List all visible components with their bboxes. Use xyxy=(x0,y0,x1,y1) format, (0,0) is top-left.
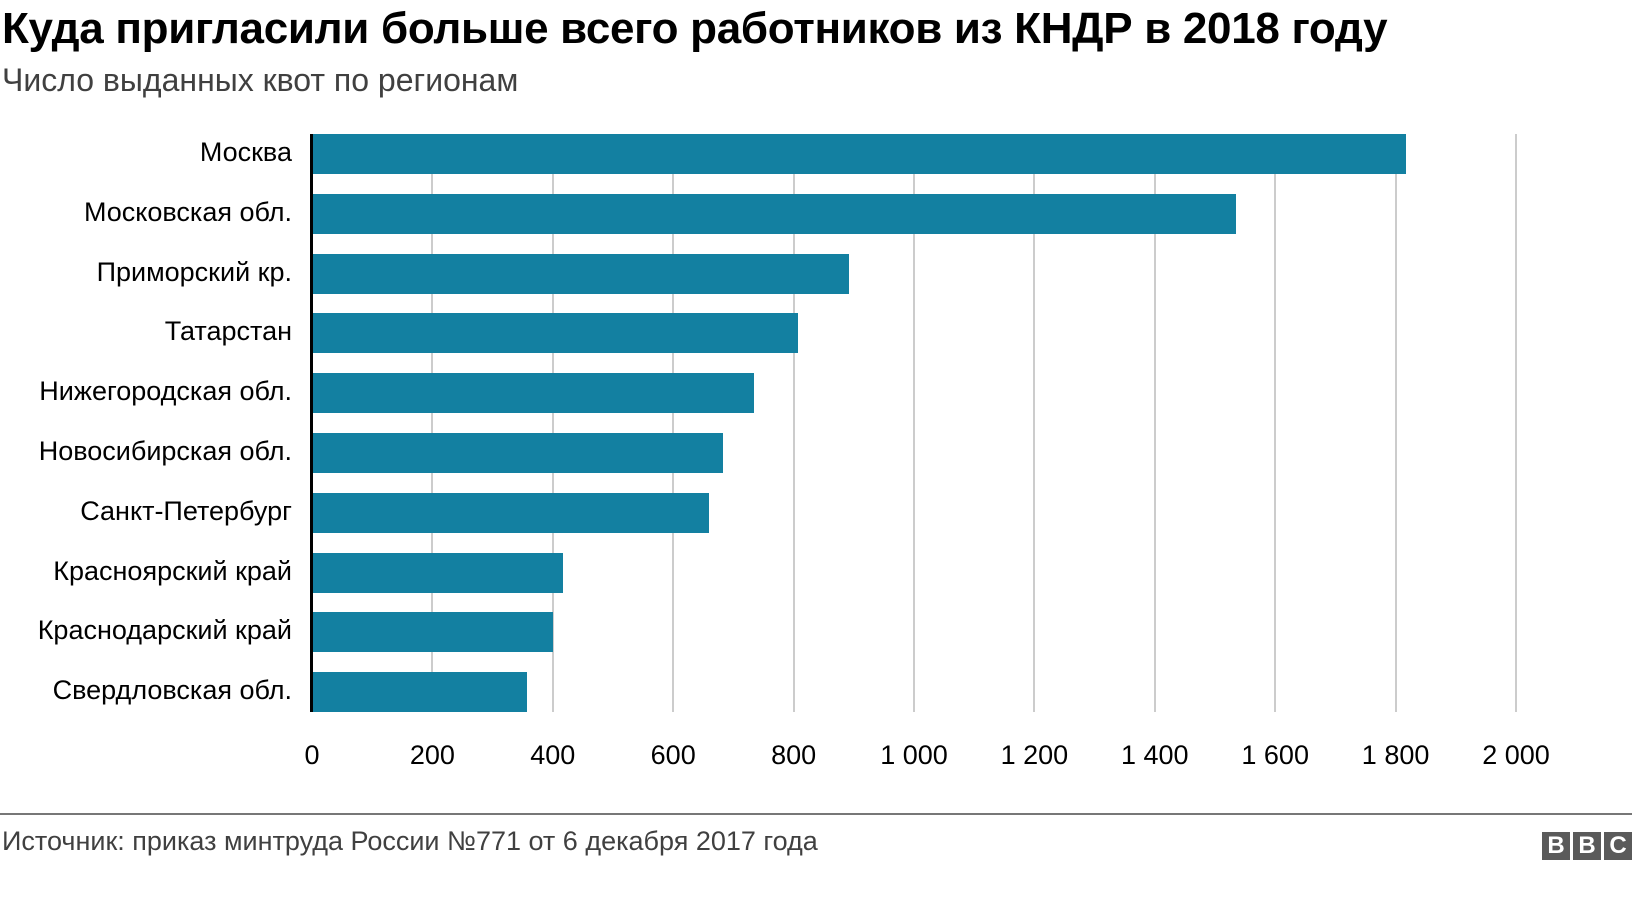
logo-letter: B xyxy=(1573,832,1601,860)
bar xyxy=(312,672,527,713)
chart-title: Куда пригласили больше всего работников … xyxy=(2,4,1388,53)
x-tick-label: 0 xyxy=(304,740,320,770)
x-tick-label: 1 800 xyxy=(1361,740,1430,770)
x-tick-label: 2 000 xyxy=(1482,740,1550,770)
bar xyxy=(312,193,1237,234)
bar xyxy=(312,313,798,354)
category-label: Санкт-Петербург xyxy=(80,495,292,526)
source-note: Источник: приказ минтруда России №771 от… xyxy=(2,826,818,856)
bar xyxy=(312,373,754,414)
x-tick-label: 200 xyxy=(409,740,455,770)
plot-area xyxy=(310,134,1517,713)
category-label: Татарстан xyxy=(164,316,292,347)
bar xyxy=(312,612,553,653)
gridline xyxy=(1394,134,1397,712)
gridline xyxy=(551,134,554,712)
gridline xyxy=(672,134,675,712)
bar xyxy=(312,552,564,593)
y-axis-line xyxy=(310,134,313,712)
category-label: Краснодарский край xyxy=(37,615,292,646)
gridline xyxy=(792,134,795,712)
category-label: Московская обл. xyxy=(83,196,292,227)
gridline xyxy=(1515,134,1517,712)
bar xyxy=(312,433,724,473)
gridline xyxy=(431,134,434,712)
gridline xyxy=(1033,134,1036,712)
category-label: Нижегородская обл. xyxy=(39,376,292,407)
category-label: Новосибирская обл. xyxy=(38,436,292,466)
x-tick-label: 400 xyxy=(530,740,576,770)
footer-divider xyxy=(0,813,1632,815)
category-label: Красноярский край xyxy=(53,555,292,586)
category-label: Приморский кр. xyxy=(96,256,292,287)
x-tick-label: 1 600 xyxy=(1241,740,1309,770)
bbc-logo: B B C xyxy=(1542,832,1632,860)
x-tick-label: 1 000 xyxy=(880,740,948,770)
bar xyxy=(312,492,710,533)
x-tick-label: 1 400 xyxy=(1121,740,1189,770)
gridline xyxy=(913,134,915,712)
logo-letter: C xyxy=(1604,832,1632,860)
chart-subtitle: Число выданных квот по регионам xyxy=(2,62,519,98)
gridline xyxy=(1274,134,1277,712)
gridline xyxy=(1153,134,1156,712)
x-tick-label: 800 xyxy=(771,740,817,770)
logo-letter: B xyxy=(1542,832,1570,860)
x-tick-label: 600 xyxy=(650,740,696,770)
category-label: Свердловская обл. xyxy=(52,675,292,706)
bar xyxy=(312,253,849,294)
category-label: Москва xyxy=(199,137,292,167)
x-tick-label: 1 200 xyxy=(1000,740,1069,770)
bar xyxy=(312,134,1406,174)
